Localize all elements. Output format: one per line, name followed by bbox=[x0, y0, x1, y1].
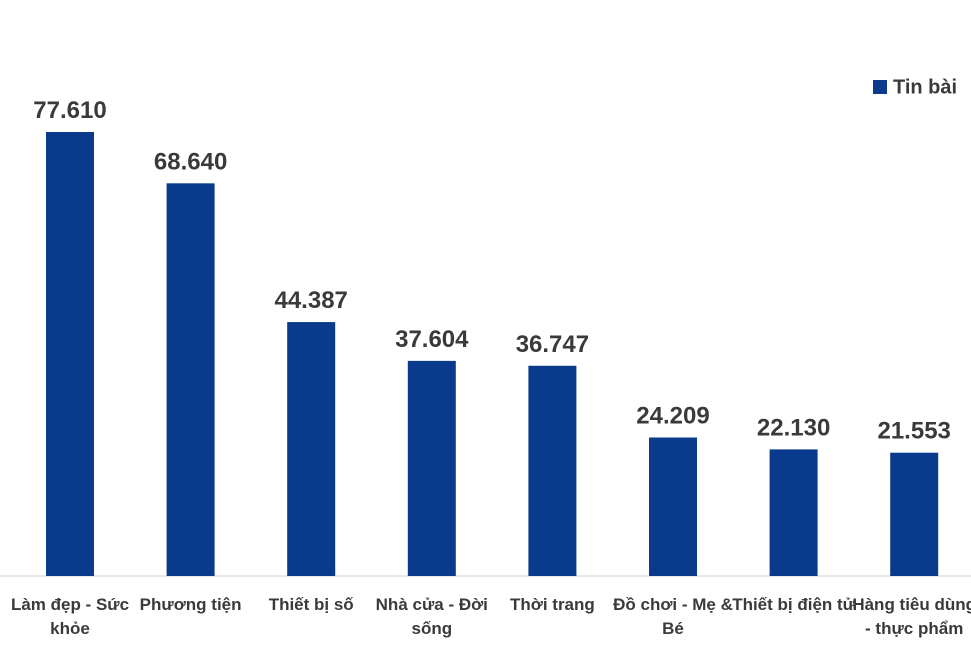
bar bbox=[649, 437, 697, 576]
x-tick-label: Thiết bị số bbox=[268, 595, 354, 614]
bar bbox=[166, 183, 215, 576]
bar bbox=[890, 452, 939, 576]
legend-label: Tin bài bbox=[893, 76, 957, 98]
bar bbox=[769, 449, 818, 576]
x-tick-label: Phương tiện bbox=[139, 595, 242, 614]
value-label: 24.209 bbox=[636, 403, 709, 430]
bar bbox=[287, 322, 336, 576]
x-tick-label: Làm đẹp - Sức khỏe bbox=[10, 595, 130, 638]
x-tick-label: Thiết bị điện tử bbox=[732, 595, 855, 614]
bar bbox=[528, 365, 577, 576]
value-label: 77.610 bbox=[33, 97, 106, 124]
value-label: 36.747 bbox=[516, 331, 589, 358]
bar bbox=[407, 360, 456, 576]
x-tick-label: Nhà cửa - Đời sống bbox=[375, 595, 488, 638]
value-label: 22.130 bbox=[757, 414, 830, 441]
x-tick-label: Thời trang bbox=[509, 595, 595, 614]
value-label: 68.640 bbox=[154, 148, 227, 175]
legend-swatch bbox=[873, 80, 887, 94]
value-label: 44.387 bbox=[274, 287, 347, 314]
value-label: 21.553 bbox=[877, 418, 950, 445]
x-tick-label: Hàng tiêu dùng - thực phẩm bbox=[852, 595, 971, 638]
value-label: 37.604 bbox=[395, 326, 469, 353]
bar bbox=[46, 132, 94, 576]
x-tick-label: Đồ chơi - Mẹ & Bé bbox=[613, 595, 733, 638]
